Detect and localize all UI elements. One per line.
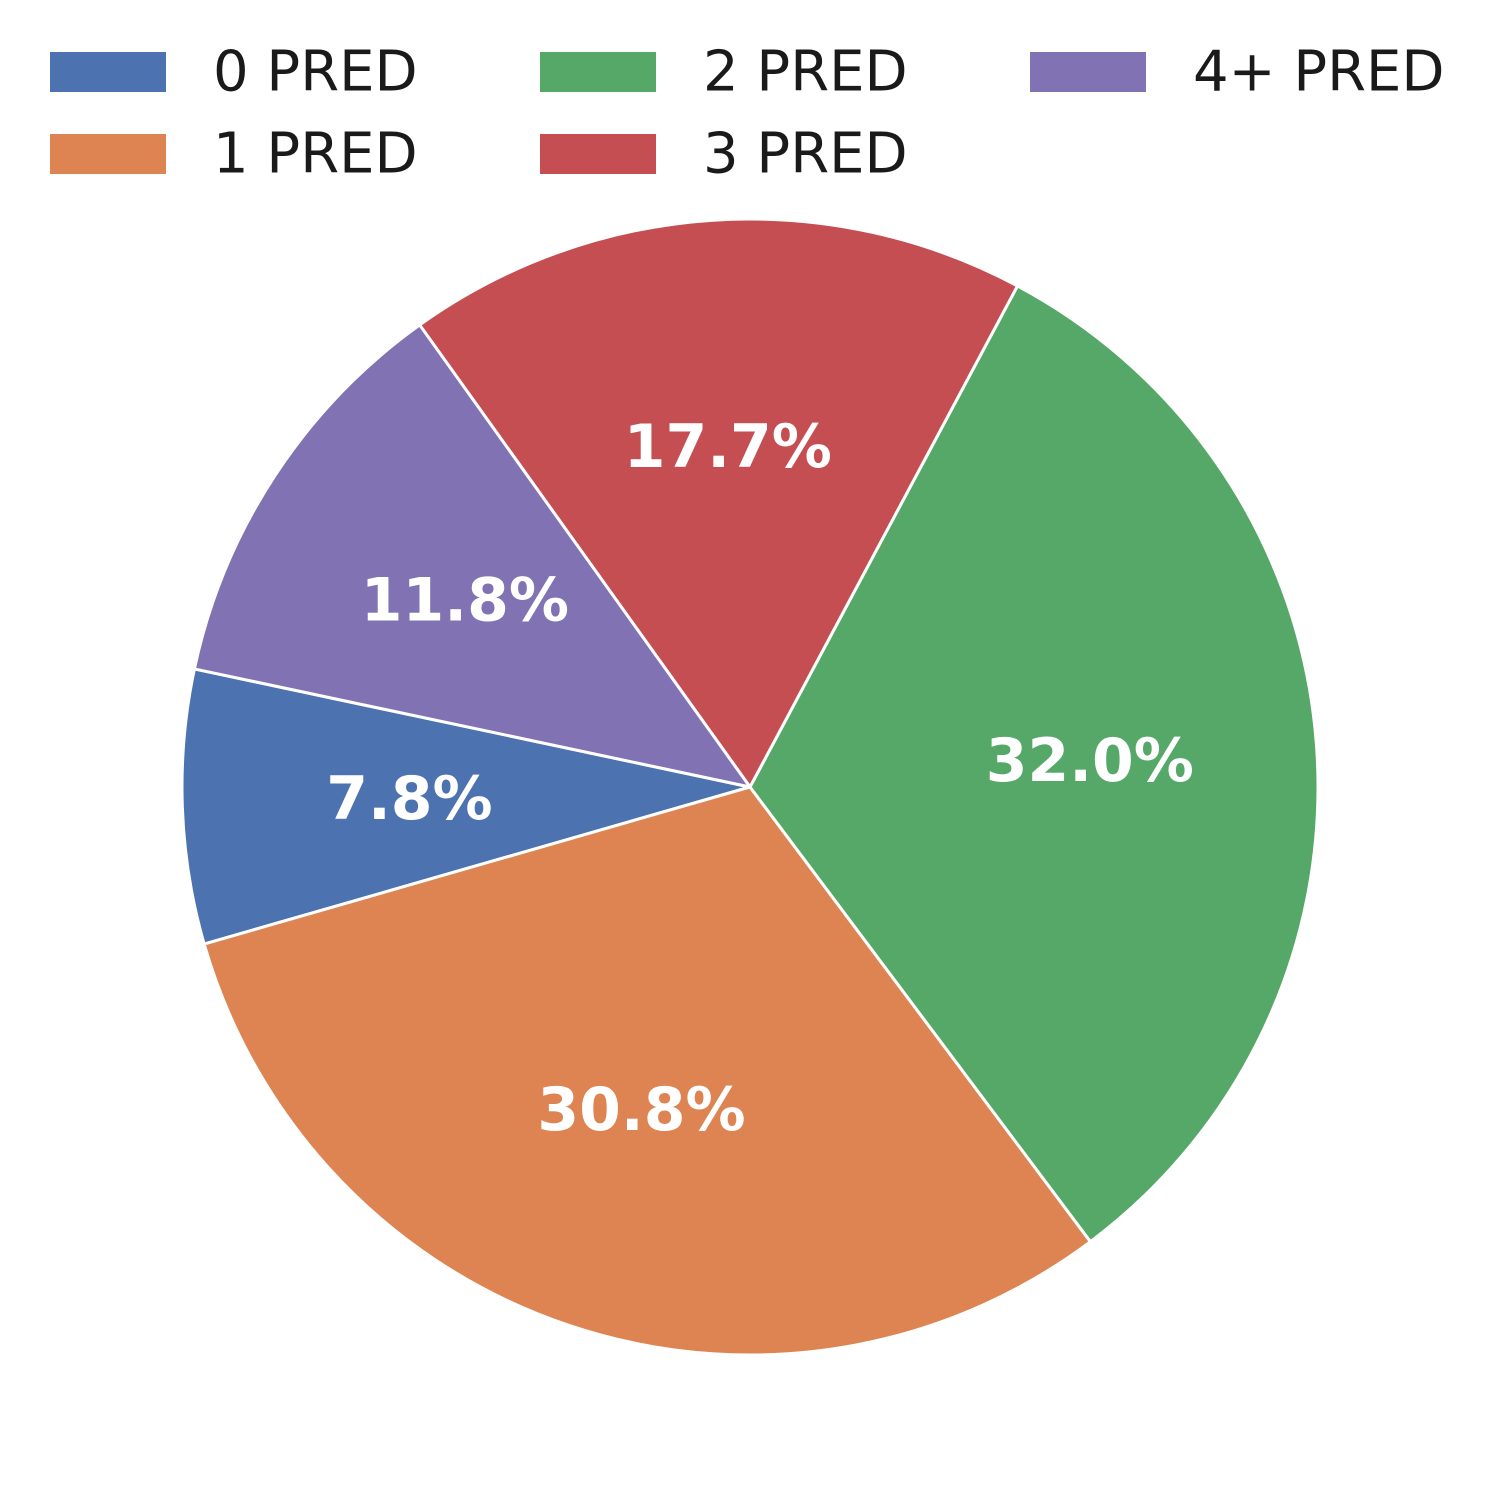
legend-swatch (1030, 52, 1146, 92)
legend-item: 4+ PRED (1030, 40, 1445, 105)
pie-slice-2-pred (748, 284, 1320, 1244)
legend-label: 4+ PRED (1193, 40, 1445, 105)
legend-item: 3 PRED (540, 122, 908, 187)
legend: 0 PRED 1 PRED 2 PRED 3 PRED 4+ PRED (50, 40, 1445, 187)
slice-percent-label: 17.7% (624, 412, 832, 482)
legend-label: 0 PRED (213, 40, 418, 105)
legend-swatch (540, 52, 656, 92)
legend-item: 2 PRED (540, 40, 908, 105)
legend-item: 1 PRED (50, 122, 418, 187)
legend-swatch (50, 134, 166, 174)
pie-slice-1-pred (202, 785, 1092, 1357)
pie-slice-0-pred (180, 667, 752, 946)
legend-item: 0 PRED (50, 40, 418, 105)
pie-slices (180, 217, 1320, 1357)
slice-percent-label: 7.8% (326, 764, 492, 834)
pie-slice-3-pred (418, 217, 1019, 789)
pie-slice-labels: 7.8% 30.8% 32.0% 17.7% 11.8% (326, 412, 1194, 1145)
legend-swatch (540, 134, 656, 174)
legend-swatch (50, 52, 166, 92)
slice-percent-label: 11.8% (361, 565, 569, 635)
legend-label: 1 PRED (213, 122, 418, 187)
slice-percent-label: 32.0% (986, 726, 1194, 796)
pie-slice-4-pred (192, 323, 752, 789)
legend-label: 2 PRED (703, 40, 908, 105)
slice-percent-label: 30.8% (537, 1075, 745, 1145)
legend-label: 3 PRED (703, 122, 908, 187)
